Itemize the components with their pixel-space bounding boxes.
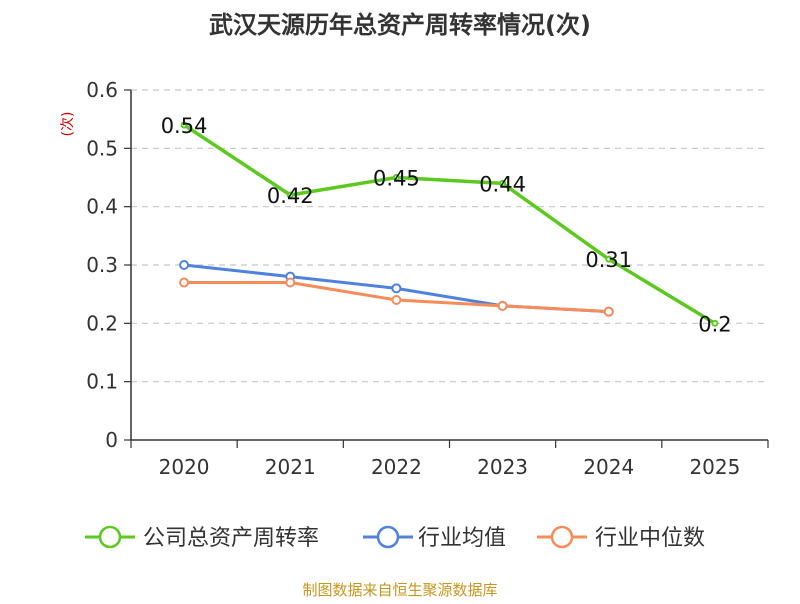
legend-item: 行业中位数 [537, 525, 705, 551]
data-point [180, 121, 188, 129]
data-label: 0.31 [585, 248, 632, 272]
source-note: 制图数据来自恒生聚源数据库 [302, 581, 497, 599]
y-tick-label: 0.3 [86, 253, 118, 277]
data-point [392, 174, 400, 181]
data-label: 0.54 [161, 114, 208, 138]
data-point [603, 306, 614, 317]
data-point [497, 300, 508, 311]
chart-title: 武汉天源历年总资产周转率情况(次) [209, 11, 591, 39]
data-point [391, 283, 402, 294]
legend-marker [376, 525, 400, 549]
x-tick-label: 2024 [583, 455, 634, 479]
data-point [179, 260, 190, 270]
y-tick-label: 0.5 [86, 136, 118, 160]
y-tick-label: 0.4 [86, 195, 118, 219]
legend-marker [98, 525, 122, 549]
legend-label: 公司总资产周转率 [143, 526, 319, 551]
x-tick-label: 2020 [159, 455, 210, 479]
legend-label: 行业均值 [418, 526, 506, 551]
legend-label: 行业中位数 [595, 526, 705, 551]
x-tick-label: 2021 [265, 455, 316, 479]
y-tick-label: 0.1 [86, 370, 118, 394]
legend: 公司总资产周转率 行业均值 行业中位数 [85, 525, 705, 551]
legend-item: 公司总资产周转率 [85, 525, 319, 551]
y-tick-label: 0 [105, 428, 118, 452]
series-lines [179, 121, 719, 327]
data-labels: 0.54 0.42 0.45 0.44 0.31 0.2 [161, 114, 732, 336]
y-tick-label: 0.2 [86, 311, 118, 335]
legend-item: 行业均值 [363, 525, 506, 551]
y-axis-label: (次) [60, 112, 76, 137]
axes: 0 0.1 0.2 0.3 0.4 0.5 0.6 2020 2021 2022 2023 2024 2… [86, 78, 769, 479]
y-tick-label: 0.6 [86, 78, 118, 102]
data-label: 0.42 [267, 184, 314, 208]
data-label: 0.45 [373, 167, 420, 191]
data-point [286, 191, 294, 199]
data-label: 0.2 [698, 312, 731, 336]
x-tick-label: 2025 [689, 455, 740, 479]
data-point [179, 277, 190, 288]
legend-marker [550, 525, 574, 549]
data-label: 0.44 [479, 172, 526, 196]
x-tick-label: 2022 [371, 455, 422, 479]
data-point [605, 255, 613, 263]
series-line [183, 123, 716, 325]
data-point [391, 295, 402, 305]
data-point [285, 277, 296, 288]
grid-lines [131, 89, 768, 383]
data-point [499, 179, 507, 187]
x-tick-label: 2023 [477, 455, 528, 479]
data-point [711, 319, 719, 327]
